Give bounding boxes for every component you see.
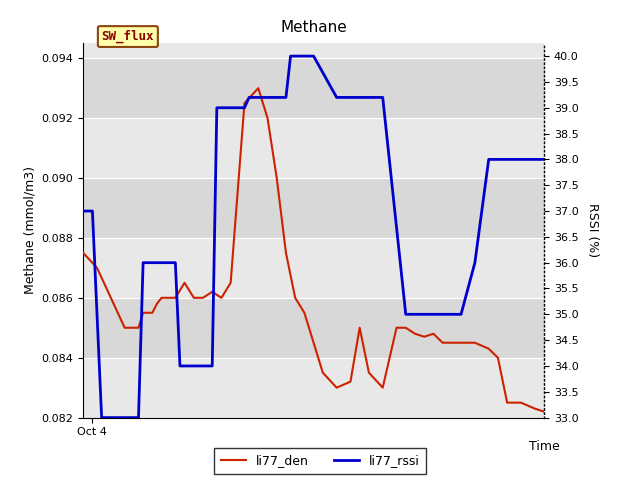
li77_rssi: [457, 312, 465, 317]
li77_den: [148, 310, 156, 316]
li77_den: [218, 295, 225, 300]
li77_den: [457, 340, 465, 346]
li77_rssi: [213, 105, 221, 110]
Bar: [83, 358, 544, 418]
li77_den: [199, 295, 207, 300]
li77_den: [140, 310, 147, 316]
X-axis label: Time: Time: [529, 440, 559, 453]
li77_rssi: [102, 415, 110, 420]
li77_rssi: [134, 415, 142, 420]
Text: SW_flux: SW_flux: [102, 30, 154, 43]
li77_rssi: [88, 208, 96, 214]
li77_den: [107, 295, 115, 300]
li77_den: [429, 331, 437, 336]
li77_den: [190, 295, 198, 300]
li77_den: [485, 346, 493, 351]
li77_den: [273, 175, 280, 181]
li77_den: [517, 400, 525, 406]
li77_rssi: [517, 156, 525, 162]
li77_den: [209, 289, 216, 295]
Line: li77_den: li77_den: [83, 88, 544, 412]
Title: Methane: Methane: [280, 20, 347, 35]
li77_rssi: [176, 363, 184, 369]
li77_den: [121, 325, 129, 331]
li77_rssi: [209, 363, 216, 369]
Bar: [83, 238, 544, 298]
li77_den: [282, 250, 290, 256]
li77_rssi: [310, 53, 317, 59]
li77_rssi: [471, 260, 479, 265]
li77_rssi: [379, 95, 387, 100]
li77_den: [540, 409, 548, 415]
li77_den: [333, 385, 340, 391]
Y-axis label: Methane (mmol/m3): Methane (mmol/m3): [23, 167, 36, 294]
li77_den: [79, 250, 87, 256]
li77_den: [503, 400, 511, 406]
li77_rssi: [98, 415, 106, 420]
li77_rssi: [402, 312, 410, 317]
li77_den: [379, 385, 387, 391]
Bar: [83, 298, 544, 358]
li77_den: [255, 85, 262, 91]
Bar: [83, 118, 544, 178]
Bar: [83, 178, 544, 238]
Y-axis label: RSSI (%): RSSI (%): [586, 204, 599, 257]
li77_den: [157, 295, 165, 300]
li77_rssi: [282, 95, 290, 100]
li77_den: [93, 265, 101, 271]
li77_den: [471, 340, 479, 346]
li77_den: [153, 301, 161, 307]
Line: li77_rssi: li77_rssi: [83, 56, 544, 418]
li77_rssi: [287, 53, 294, 59]
li77_den: [241, 100, 248, 106]
li77_den: [347, 379, 355, 384]
li77_rssi: [420, 312, 428, 317]
li77_den: [163, 295, 170, 300]
li77_den: [494, 355, 502, 360]
li77_rssi: [172, 260, 179, 265]
li77_den: [365, 370, 372, 375]
li77_den: [301, 310, 308, 316]
Legend: li77_den, li77_rssi: li77_den, li77_rssi: [214, 448, 426, 474]
li77_den: [319, 370, 326, 375]
li77_den: [134, 325, 142, 331]
li77_den: [172, 295, 179, 300]
li77_den: [227, 280, 234, 286]
li77_rssi: [503, 156, 511, 162]
li77_den: [356, 325, 364, 331]
li77_rssi: [333, 95, 340, 100]
li77_den: [420, 334, 428, 340]
li77_rssi: [241, 105, 248, 110]
li77_rssi: [356, 95, 364, 100]
li77_den: [264, 115, 271, 121]
li77_den: [439, 340, 447, 346]
li77_den: [411, 331, 419, 336]
li77_rssi: [540, 156, 548, 162]
li77_rssi: [411, 312, 419, 317]
li77_den: [291, 295, 299, 300]
li77_den: [402, 325, 410, 331]
Bar: [83, 58, 544, 118]
li77_den: [393, 325, 401, 331]
li77_rssi: [429, 312, 437, 317]
li77_rssi: [153, 260, 161, 265]
li77_rssi: [245, 95, 253, 100]
li77_rssi: [485, 156, 493, 162]
li77_rssi: [79, 208, 87, 214]
li77_rssi: [140, 260, 147, 265]
li77_den: [180, 280, 188, 286]
li77_den: [531, 406, 539, 411]
